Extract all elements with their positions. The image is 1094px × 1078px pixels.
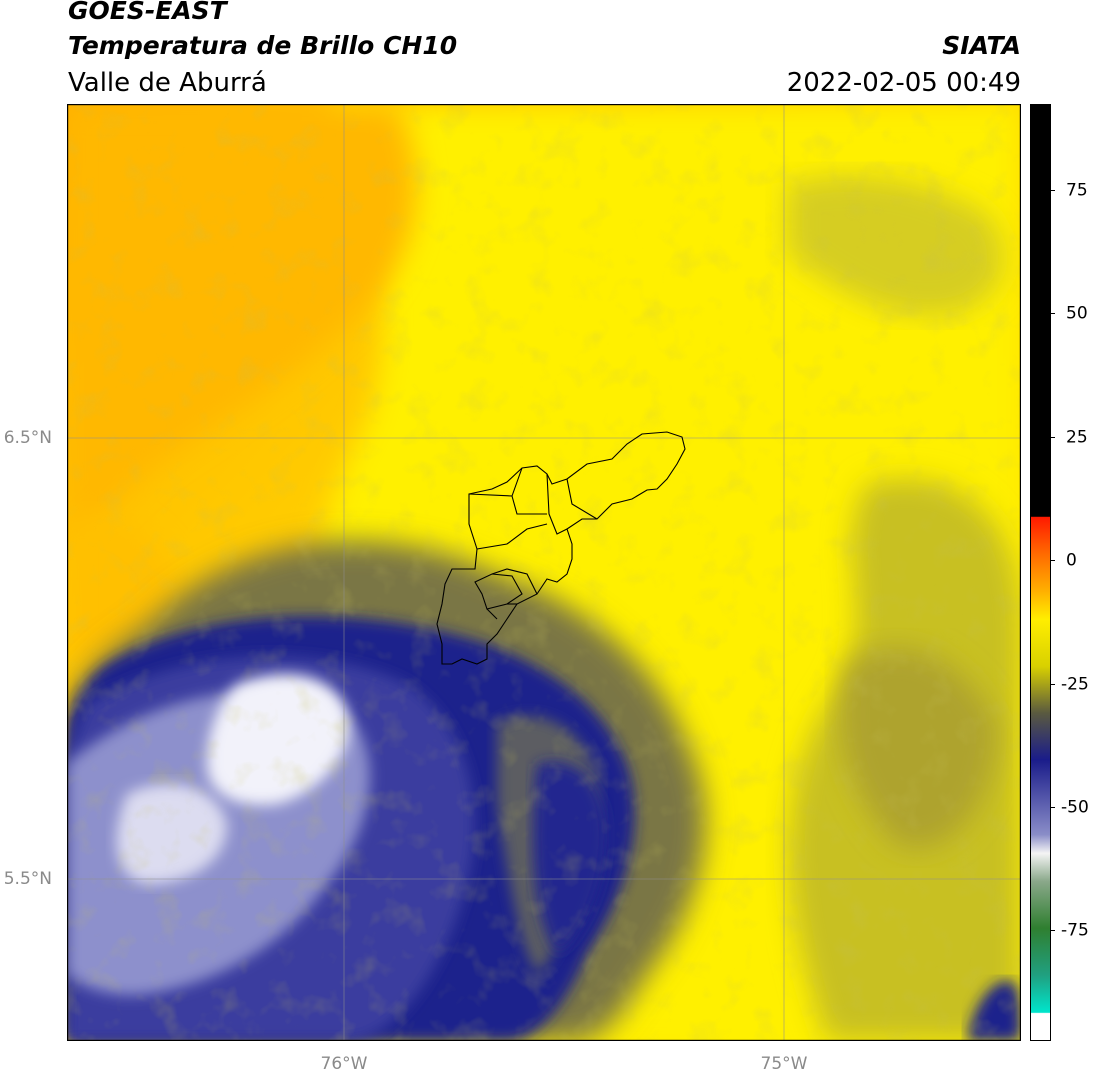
boundary-inner-4 [468,493,547,515]
boundary-inner-8 [486,608,498,620]
boundary-inner-3 [566,478,598,520]
colorbar-label-75: 75 [1066,180,1088,201]
boundary-inner-5 [476,523,548,550]
lon-label-75W: 75°W [760,1054,808,1074]
colorbar-label-neg25: -25 [1061,674,1089,695]
satellite-map [67,104,1021,1041]
agency-label: SIATA [942,31,1021,60]
colorbar-tick [1050,437,1055,438]
boundary-inner-1 [511,467,523,497]
municipality-boundaries [436,431,686,665]
boundary-inner-7 [491,568,538,595]
colorbar-tick [1050,313,1055,314]
colorbar-label-neg75: -75 [1061,920,1089,941]
colorbar-tick [1050,807,1055,808]
lat-label-5-5N: 5.5°N [3,869,52,889]
timestamp-label: 2022-02-05 00:49 [786,68,1021,98]
colorbar [1030,104,1051,1041]
product-title: Temperatura de Brillo CH10 [68,31,458,60]
colorbar-tick [1050,930,1055,931]
colorbar-label-neg50: -50 [1061,797,1089,818]
colorbar-tick [1050,190,1055,191]
lat-label-6-5N: 6.5°N [3,428,52,448]
lon-label-76W: 76°W [320,1054,368,1074]
gridlines [67,104,1021,1041]
colorbar-tick [1050,560,1055,561]
boundary-inner-6 [474,573,523,610]
region-subtitle: Valle de Aburrá [68,68,267,98]
colorbar-tick [1050,684,1055,685]
satellite-title: GOES-EAST [68,0,227,25]
colorbar-label-50: 50 [1066,303,1088,324]
colorbar-label-0: 0 [1066,550,1077,571]
colorbar-label-25: 25 [1066,427,1088,448]
boundary-outline [436,431,686,665]
boundary-inner-2 [546,473,568,535]
